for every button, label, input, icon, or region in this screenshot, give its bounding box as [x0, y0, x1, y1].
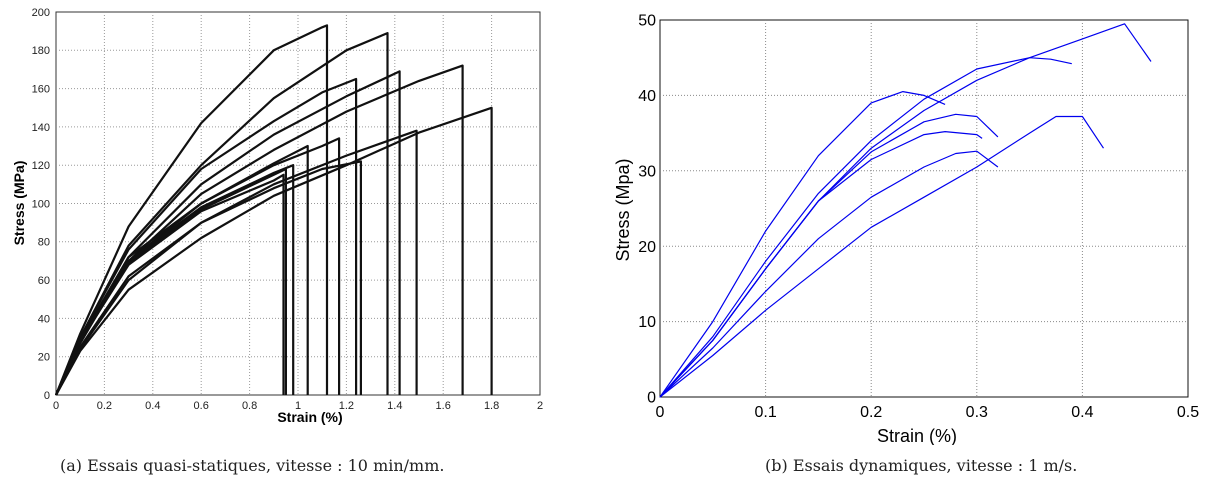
y-tick-label-a: 60	[38, 275, 50, 287]
series-line-a-3	[54, 77, 358, 396]
y-axis-label-a: Stress (MPa)	[11, 161, 27, 246]
x-tick-label-a: 1	[295, 400, 301, 412]
y-tick-label-b: 10	[638, 314, 656, 331]
x-tick-label-a: 0	[53, 400, 59, 412]
y-tick-label-a: 80	[38, 237, 50, 249]
y-tick-label-a: 0	[44, 390, 50, 402]
series-group-a	[54, 24, 493, 396]
y-tick-label-a: 160	[32, 83, 50, 95]
x-tick-label-b: 0	[656, 404, 665, 421]
series-line-b-7	[659, 115, 1104, 398]
x-tick-label-b: 0.4	[1071, 404, 1093, 421]
caption-b: (b) Essais dynamiques, vitesse : 1 m/s.	[765, 456, 1078, 475]
y-tick-label-b: 20	[638, 239, 656, 256]
x-axis-label-a: Strain (%)	[277, 409, 342, 425]
y-tick-label-a: 20	[38, 352, 50, 364]
series-line-b-5	[659, 131, 983, 398]
series-line-b-2	[659, 57, 1072, 398]
y-tick-label-a: 120	[32, 160, 50, 172]
x-tick-label-b: 0.3	[966, 404, 988, 421]
y-tick-label-a: 140	[32, 122, 50, 134]
series-line-b-6	[659, 150, 999, 398]
series-line-a-9	[55, 160, 362, 396]
x-tick-label-b: 0.1	[754, 404, 776, 421]
x-tick-label-a: 0.8	[242, 400, 257, 412]
caption-a: (a) Essais quasi-statiques, vitesse : 10…	[60, 456, 445, 475]
x-tick-label-a: 2	[537, 400, 543, 412]
chart-panel-a: 0 0.2 0.4 0.6 0.8 1 1.2 1.4 1.6 1.8 20204060801001…	[11, 7, 543, 425]
tick-labels-b: 0 0.1 0.2 0.3 0.4 0.5 0 10 20 30 40 50	[638, 13, 1199, 421]
y-tick-label-a: 200	[32, 7, 50, 19]
x-tick-label-b: 0.5	[1177, 404, 1199, 421]
y-axis-label-b: Stress (Mpa)	[615, 158, 633, 261]
series-line-a-1	[54, 24, 329, 396]
tick-labels-a: 0 0.2 0.4 0.6 0.8 1 1.2 1.4 1.6 1.8 20204060801001…	[32, 7, 543, 412]
y-tick-label-a: 100	[32, 198, 50, 210]
y-tick-label-a: 40	[38, 313, 50, 325]
x-tick-label-a: 1.6	[436, 400, 451, 412]
plot-frame-b	[659, 19, 1189, 398]
x-tick-label-a: 1.8	[484, 400, 499, 412]
x-tick-label-a: 1.4	[387, 400, 402, 412]
y-tick-label-b: 40	[638, 88, 656, 105]
x-tick-label-b: 0.2	[860, 404, 882, 421]
series-line-a-7	[55, 129, 418, 396]
x-tick-label-a: 0.2	[97, 400, 112, 412]
y-tick-label-b: 50	[638, 13, 656, 30]
x-tick-label-a: 0.6	[194, 400, 209, 412]
chart-panel-b: 0 0.1 0.2 0.3 0.4 0.5 0 10 20 30 40 50 Strain (%) S…	[615, 13, 1199, 445]
x-axis-label-b: Strain (%)	[877, 426, 957, 445]
x-tick-label-a: 1.2	[339, 400, 354, 412]
series-group-b	[659, 23, 1152, 398]
y-tick-label-a: 180	[32, 45, 50, 57]
x-tick-label-a: 0.4	[145, 400, 160, 412]
series-line-a-13	[54, 173, 285, 396]
series-line-b-1	[659, 90, 946, 398]
series-line-a-6	[55, 106, 493, 396]
y-tick-label-b: 0	[647, 390, 656, 407]
y-tick-label-b: 30	[638, 163, 656, 180]
